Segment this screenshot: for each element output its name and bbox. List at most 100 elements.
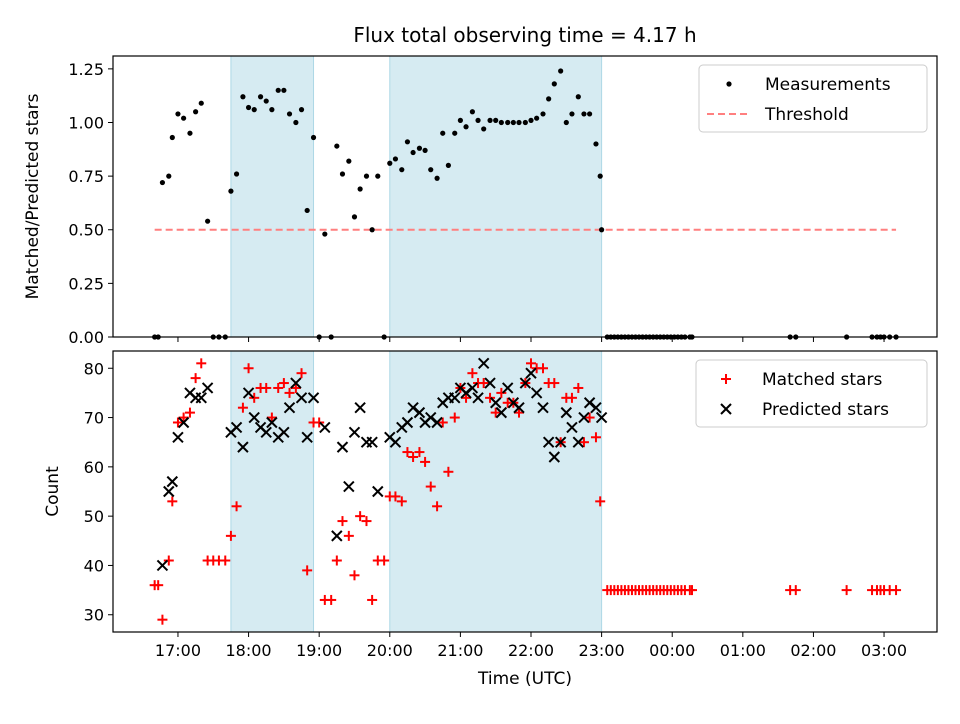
x-b xyxy=(319,421,331,434)
measurement-point xyxy=(428,167,434,173)
matched-star-point xyxy=(467,368,478,379)
matched-star-point xyxy=(331,555,342,566)
measurement-point xyxy=(334,143,340,149)
shaded-region-1 xyxy=(389,55,603,338)
measurement-point xyxy=(422,147,428,153)
measurement-point xyxy=(558,68,564,74)
measurement-point xyxy=(369,227,375,233)
matched-star-point xyxy=(243,363,254,374)
x-b xyxy=(566,421,578,434)
predicted-star-point xyxy=(331,530,343,542)
matched-star-point xyxy=(578,437,589,448)
predicted-star-point xyxy=(466,382,479,394)
legend-label: Matched stars xyxy=(762,370,882,390)
x-b xyxy=(201,382,214,394)
matched-star-point xyxy=(337,516,348,527)
matched-star-point xyxy=(196,358,207,369)
x-b xyxy=(389,436,402,448)
matched-star-point xyxy=(220,555,231,566)
predicted-star-point xyxy=(525,367,537,379)
predicted-star-point xyxy=(548,451,561,463)
predicted-star-point xyxy=(566,421,578,434)
measurement-point xyxy=(275,87,281,93)
matched-star-point xyxy=(153,580,164,591)
matched-star-point xyxy=(355,511,366,522)
measurement-point xyxy=(551,81,557,87)
x-b xyxy=(195,392,207,404)
predicted-star-point xyxy=(195,392,207,404)
matched-star-point xyxy=(172,417,183,428)
measurement-point xyxy=(463,124,469,130)
measurement-point xyxy=(581,111,587,117)
x-tick-label: 18:00 xyxy=(226,641,272,660)
predicted-star-point xyxy=(295,392,308,404)
matched-star-point xyxy=(526,358,537,369)
shaded-region-1 xyxy=(389,350,603,633)
measurement-point xyxy=(198,100,204,106)
x-b xyxy=(301,431,313,443)
y-tick-label: 60 xyxy=(84,458,104,477)
matched-star-point xyxy=(284,387,295,398)
predicted-star-point xyxy=(307,392,320,404)
predicted-star-point xyxy=(172,431,184,443)
measurement-point xyxy=(457,117,463,123)
matched-star-point xyxy=(390,491,401,502)
matched-star-point xyxy=(449,412,460,423)
measurement-point xyxy=(516,119,522,126)
measurement-point xyxy=(269,107,275,113)
predicted-star-point xyxy=(477,357,490,370)
measurement-point xyxy=(597,173,603,179)
legend-measurement-marker xyxy=(726,81,732,87)
matched-star-point xyxy=(396,496,407,507)
matched-star-point xyxy=(349,570,360,581)
predicted-star-point xyxy=(484,377,496,389)
predicted-star-point xyxy=(460,387,472,399)
matched-star-point xyxy=(231,501,242,512)
measurement-point xyxy=(233,171,240,177)
matched-star-point xyxy=(478,378,489,389)
predicted-star-point xyxy=(537,401,549,414)
legend-label: Threshold xyxy=(764,105,849,125)
x-b xyxy=(242,387,255,399)
measurement-point xyxy=(593,141,599,147)
measurement-point xyxy=(193,109,199,115)
measurement-point xyxy=(399,167,405,173)
x-b xyxy=(425,411,437,424)
x-b xyxy=(283,401,296,414)
x-tick-label: 23:00 xyxy=(579,641,625,660)
y-tick-label: 40 xyxy=(84,556,104,575)
matched-star-point xyxy=(163,555,174,566)
x-b xyxy=(163,485,175,498)
predicted-star-point xyxy=(242,387,255,399)
y-tick-label: 30 xyxy=(84,606,104,625)
x-b xyxy=(449,392,461,404)
x-b xyxy=(554,436,567,448)
measurement-point xyxy=(487,117,493,123)
y-axis-label: Matched/Predicted stars xyxy=(23,93,43,299)
measurement-point xyxy=(175,111,181,117)
matched-star-point xyxy=(420,456,431,467)
matched-star-point xyxy=(249,392,260,403)
measurement-point xyxy=(293,119,299,126)
matched-star-point xyxy=(167,496,178,507)
x-b xyxy=(560,406,573,419)
x-tick-label: 20:00 xyxy=(367,641,413,660)
predicted-star-point xyxy=(290,377,302,389)
matched-star-point xyxy=(225,530,236,541)
x-b xyxy=(525,367,537,379)
measurement-point xyxy=(187,130,193,136)
x-b xyxy=(489,397,502,409)
matched-star-point xyxy=(290,382,301,393)
predicted-star-point xyxy=(495,406,508,419)
measurement-point xyxy=(445,162,451,168)
legend-predicted-marker xyxy=(720,403,732,415)
x-b xyxy=(530,387,543,399)
predicted-star-point xyxy=(354,401,366,414)
predicted-star-point xyxy=(449,392,461,404)
matched-star-point xyxy=(584,412,595,423)
matched-star-point xyxy=(326,594,337,605)
matched-star-point xyxy=(343,530,354,541)
y-tick-label: 1.00 xyxy=(68,113,104,132)
measurement-point xyxy=(346,158,352,164)
